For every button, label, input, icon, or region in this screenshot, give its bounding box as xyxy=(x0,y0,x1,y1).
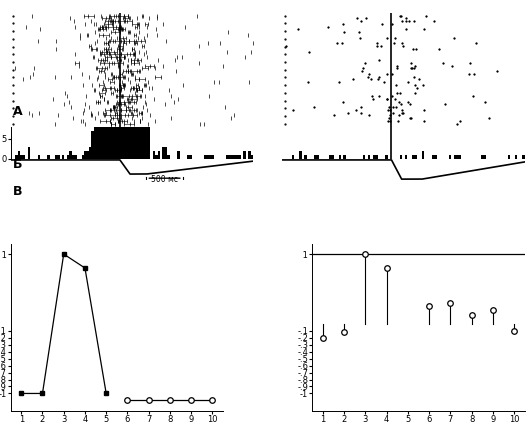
Bar xyxy=(207,155,209,159)
Bar xyxy=(339,155,341,159)
Bar xyxy=(55,155,57,159)
Bar xyxy=(72,155,74,159)
Bar xyxy=(86,151,89,159)
Bar xyxy=(400,155,402,159)
Bar xyxy=(458,155,461,159)
Bar xyxy=(412,155,414,159)
Bar xyxy=(18,151,20,159)
Bar xyxy=(145,119,148,159)
Bar xyxy=(47,155,50,159)
Bar xyxy=(62,155,65,159)
Bar xyxy=(130,57,133,159)
Bar xyxy=(136,90,138,159)
Bar xyxy=(82,155,84,159)
Bar xyxy=(118,41,121,159)
Bar xyxy=(243,151,246,159)
Bar xyxy=(157,151,160,159)
Bar xyxy=(211,155,214,159)
Bar xyxy=(187,155,189,159)
Bar xyxy=(363,155,366,159)
Bar xyxy=(373,155,375,159)
Bar xyxy=(204,155,207,159)
Bar xyxy=(128,62,130,159)
Bar xyxy=(121,25,123,159)
Bar xyxy=(74,155,77,159)
Bar xyxy=(251,155,253,159)
Text: 500 мс: 500 мс xyxy=(151,175,178,184)
Bar xyxy=(522,155,525,159)
Bar xyxy=(140,106,143,159)
Bar xyxy=(101,106,104,159)
Bar xyxy=(231,155,234,159)
Bar xyxy=(234,155,236,159)
Bar xyxy=(89,147,92,159)
Bar xyxy=(481,155,483,159)
Bar xyxy=(454,155,456,159)
Bar xyxy=(84,151,86,159)
Bar xyxy=(314,155,316,159)
Bar xyxy=(316,155,319,159)
Bar xyxy=(116,25,118,159)
Bar xyxy=(329,155,331,159)
Bar xyxy=(189,155,192,159)
Bar xyxy=(238,155,241,159)
Bar xyxy=(508,155,510,159)
Bar xyxy=(449,155,451,159)
Bar xyxy=(155,155,157,159)
Text: А: А xyxy=(13,105,23,118)
Bar xyxy=(28,147,30,159)
Bar xyxy=(153,151,155,159)
Bar xyxy=(123,54,126,159)
Bar xyxy=(106,41,109,159)
Bar xyxy=(405,155,407,159)
Bar xyxy=(96,90,99,159)
Bar xyxy=(299,151,302,159)
Bar xyxy=(248,151,251,159)
Bar xyxy=(67,155,69,159)
Bar xyxy=(456,155,458,159)
Bar xyxy=(331,155,334,159)
Bar xyxy=(138,102,140,159)
Text: В: В xyxy=(13,185,23,198)
Bar xyxy=(113,70,116,159)
Bar xyxy=(99,98,101,159)
Bar xyxy=(109,70,111,159)
Bar xyxy=(385,155,387,159)
Bar xyxy=(304,155,307,159)
Bar xyxy=(177,151,180,159)
Bar xyxy=(165,147,167,159)
Bar xyxy=(94,127,96,159)
Bar xyxy=(57,155,59,159)
Bar xyxy=(38,155,40,159)
Bar xyxy=(236,155,238,159)
Bar xyxy=(133,94,136,159)
Bar xyxy=(375,155,378,159)
Bar xyxy=(422,151,425,159)
Bar xyxy=(226,155,228,159)
Bar xyxy=(23,155,25,159)
Text: Б: Б xyxy=(13,158,23,171)
Bar xyxy=(414,155,417,159)
Bar xyxy=(434,155,437,159)
Bar xyxy=(15,155,18,159)
Bar xyxy=(143,122,145,159)
Bar xyxy=(431,155,434,159)
Bar xyxy=(163,147,165,159)
Bar xyxy=(167,155,170,159)
Bar xyxy=(104,122,106,159)
Bar xyxy=(343,155,346,159)
Bar xyxy=(92,131,94,159)
Bar xyxy=(111,65,113,159)
Bar xyxy=(483,155,485,159)
Bar xyxy=(126,33,128,159)
Bar xyxy=(20,155,23,159)
Bar xyxy=(368,155,370,159)
Bar xyxy=(292,155,295,159)
Bar xyxy=(515,155,517,159)
Bar xyxy=(69,151,72,159)
Bar xyxy=(209,155,211,159)
Bar xyxy=(148,122,150,159)
Bar xyxy=(228,155,231,159)
